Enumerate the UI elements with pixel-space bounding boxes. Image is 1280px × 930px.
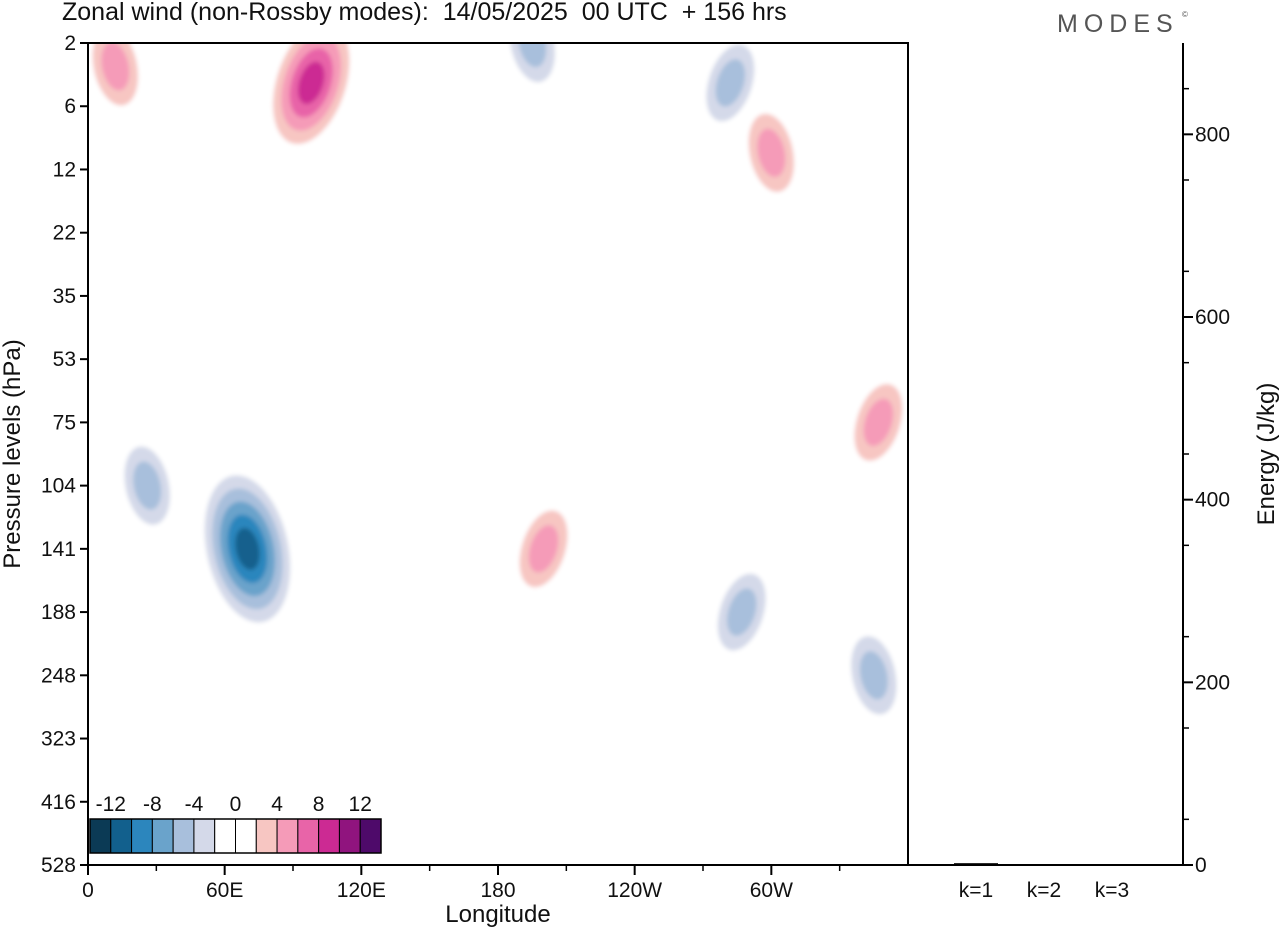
heatmap-contour-fields [88,43,908,730]
y-tick-label: 528 [41,854,76,877]
y-tick-label: 53 [53,348,76,371]
y-tick-label: 248 [41,664,76,687]
colorbar-swatch [89,818,112,854]
y-axis-title: Pressure levels (hPa) [0,339,26,568]
colorbar-swatch [214,818,236,854]
colorbar-label: -8 [143,793,162,816]
y-tick-label: 323 [41,728,76,751]
contour-level [133,461,162,510]
y-tick-label: 35 [53,285,76,308]
colorbar-swatch [110,818,133,854]
heatmap-y-ticks: 2 6 12 22 35 53 75 104 141 188 248 323 416 528 [41,32,88,877]
heatmap-x-ticks: 0 60E 120E 180 120W 60W [82,865,841,902]
contour-level [726,588,757,636]
x-tick-label: 120W [607,879,662,902]
y-tick-label: 12 [53,158,76,181]
energy-bar [954,863,998,865]
contour-feature [115,431,179,540]
contour-level [528,525,559,573]
colorbar-label: 8 [313,793,325,816]
x-tick-label: 120E [337,879,386,902]
contour-feature [697,43,764,137]
y-tick-label: 188 [41,601,76,624]
contour-feature [708,558,775,666]
colorbar-legend: -12 -8 -4 0 4 8 12 [89,793,382,854]
contour-level [101,43,130,91]
brand-logo: MODES [1057,10,1179,38]
colorbar-swatch [172,818,195,854]
contour-level [518,43,547,68]
energy-y-tick-label: 600 [1195,306,1230,329]
y-tick-label: 416 [41,791,76,814]
colorbar-frame [89,818,382,854]
y-tick-label: 2 [64,32,76,55]
colorbar-swatch [338,818,361,854]
y-tick-label: 104 [41,475,76,498]
contour-level [235,527,260,570]
colorbar-label: -4 [185,793,204,816]
colorbar-swatches [89,818,382,854]
energy-category-label: k=3 [1095,879,1129,902]
colorbar-swatch [255,818,278,854]
contour-feature [264,43,358,158]
energy-y-tick-label: 800 [1195,123,1230,146]
contour-feature [845,369,908,476]
energy-y-tick-label: 200 [1195,671,1230,694]
contour-feature [197,462,298,636]
contour-level [715,59,746,107]
y-tick-label: 141 [41,538,76,561]
colorbar-swatch [131,818,153,854]
y-tick-label: 75 [53,411,76,434]
contour-level [509,43,555,83]
colorbar-swatch [276,818,299,854]
x-tick-label: 180 [480,879,515,902]
contour-level [863,398,894,446]
colorbar-label: 0 [230,793,242,816]
contour-level [859,651,888,700]
colorbar-swatch [359,818,382,854]
colorbar-label: 4 [271,793,283,816]
energy-bar [1090,864,1134,866]
colorbar-swatch [235,818,257,854]
x-tick-label: 0 [82,879,94,902]
energy-y-ticks: 0 200 400 600 800 [1183,87,1230,877]
contour-feature [739,98,803,207]
contour-feature [510,495,577,602]
contour-level [297,61,325,105]
colorbar-swatch [151,818,174,854]
energy-panel: k=1 k=2 k=3 0 200 400 600 800 [908,43,1230,902]
y-tick-label: 6 [64,95,76,118]
energy-category-label: k=2 [1027,879,1061,902]
y-tick-label: 22 [53,222,76,245]
colorbar-swatch [318,818,340,854]
colorbar-swatch [297,818,320,854]
energy-bar [1022,864,1066,866]
energy-y-tick-label: 400 [1195,489,1230,512]
contour-feature [842,621,906,730]
energy-axis-title: Energy (J/kg) [1253,383,1280,526]
energy-y-tick-label: 0 [1195,854,1207,877]
energy-bars: k=1 k=2 k=3 [954,863,1134,902]
contour-level [757,128,786,177]
colorbar-swatch [193,818,216,854]
energy-category-label: k=1 [959,879,993,902]
x-axis-title: Longitude [445,901,550,928]
colorbar-label: -12 [96,793,126,816]
brand-copyright-mark: © [1182,10,1188,19]
heatmap-panel: 0 60E 120E 180 120W 60W 2 6 12 22 35 53 75 104 141 188… [41,32,909,902]
colorbar-labels: -12 -8 -4 0 4 8 12 [96,793,372,816]
x-tick-label: 60W [750,879,793,902]
contour-feature [88,43,147,121]
chart-title: Zonal wind (non-Rossby modes): 14/05/202… [62,0,787,26]
contour-feature [500,43,564,98]
colorbar-label: 12 [349,793,372,816]
x-tick-label: 60E [206,879,243,902]
heatmap-frame [87,42,909,866]
